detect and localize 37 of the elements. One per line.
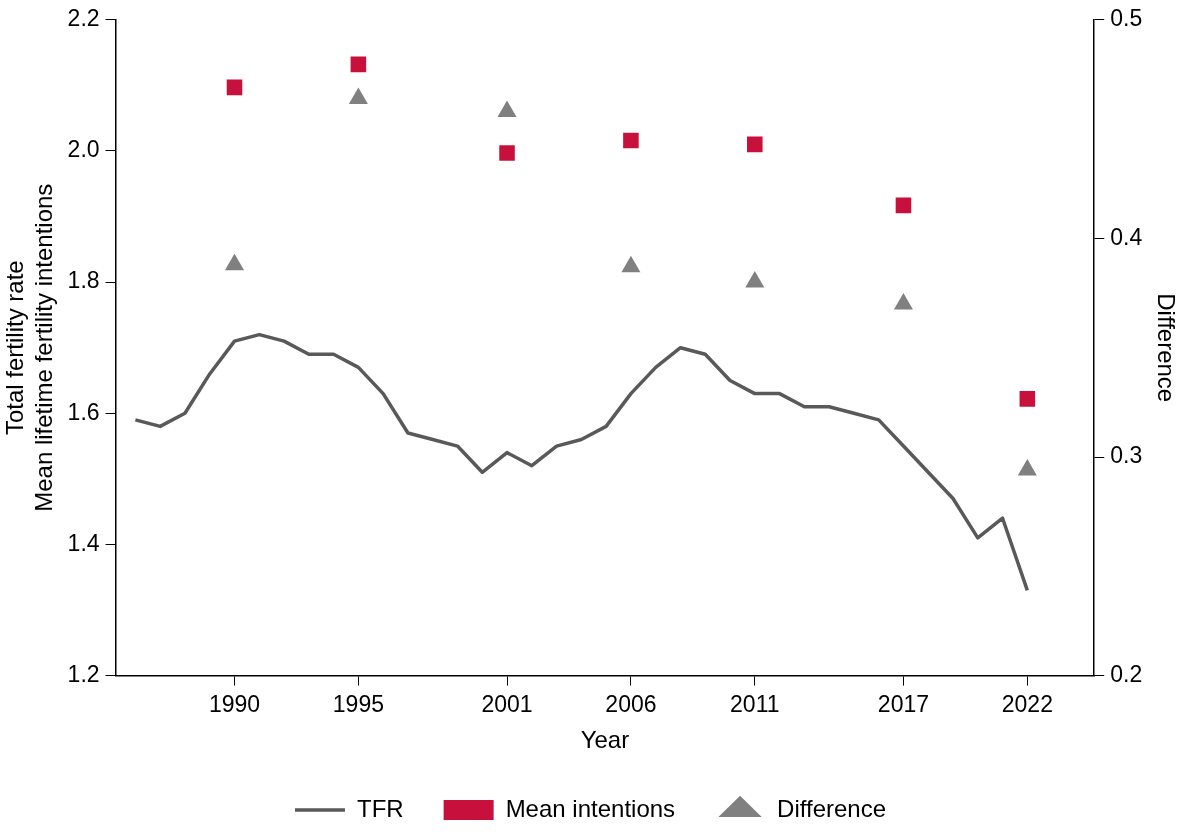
- legend-label: TFR: [356, 794, 404, 822]
- point: [226, 79, 243, 96]
- point: [745, 271, 765, 288]
- x-tick-label: 2011: [730, 690, 780, 717]
- point: [623, 132, 639, 149]
- x-tick-label: 2006: [605, 690, 657, 717]
- y-tick-label: 1.8: [67, 267, 100, 294]
- y-axis-title: Total fertility rate Mean lifetime fertility intentions: [1, 183, 57, 512]
- y2-tick-label: 0.2: [1110, 660, 1143, 687]
- y-tick-label: 2.0: [67, 136, 100, 163]
- legend-label: Difference: [777, 794, 887, 822]
- x-tick-label: 2022: [1001, 690, 1053, 717]
- legend-label: Mean intentions: [505, 794, 676, 822]
- point: [348, 87, 368, 104]
- x-tick-label: 1995: [332, 690, 384, 717]
- point: [350, 56, 367, 73]
- point: [621, 255, 641, 273]
- y2-tick-label: 0.5: [1110, 5, 1143, 32]
- x-tick-label: 2001: [481, 690, 533, 717]
- x-axis-title: Year: [580, 726, 630, 754]
- point: [747, 136, 763, 153]
- point: [1019, 391, 1036, 407]
- point: [224, 253, 245, 271]
- point: [895, 197, 912, 214]
- point: [497, 100, 517, 118]
- y-tick-label: 1.6: [67, 398, 100, 425]
- point: [893, 292, 913, 310]
- y2-axis-title: Difference: [1152, 293, 1180, 403]
- y-tick-label: 1.4: [67, 529, 100, 556]
- point: [499, 145, 515, 161]
- y-tick-label: 1.2: [67, 660, 100, 687]
- x-tick-label: 1990: [208, 690, 261, 717]
- y-tick-label: 2.2: [67, 5, 100, 32]
- y2-tick-label: 0.3: [1110, 442, 1143, 469]
- x-tick-label: 2017: [877, 690, 930, 717]
- point: [1017, 459, 1037, 476]
- y2-tick-label: 0.4: [1110, 223, 1143, 250]
